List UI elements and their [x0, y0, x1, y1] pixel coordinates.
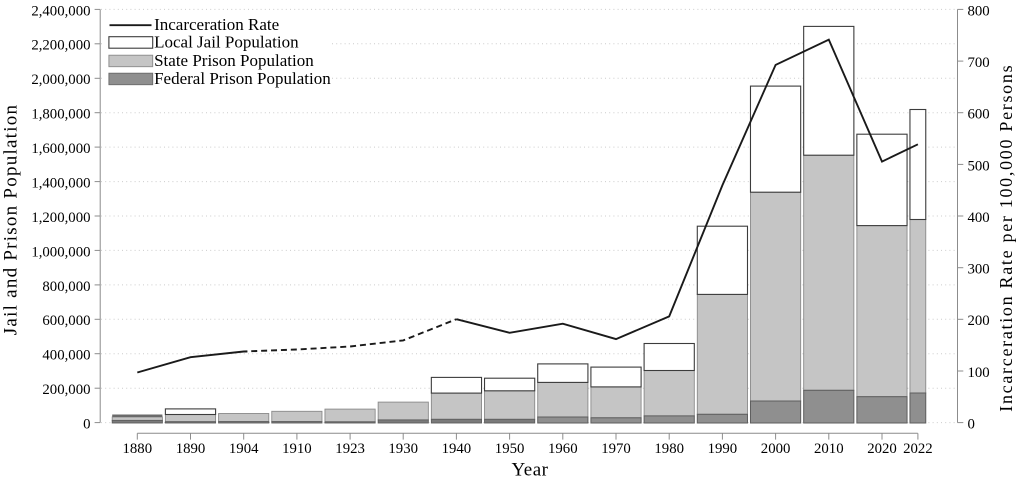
svg-text:1,400,000: 1,400,000 — [31, 176, 90, 192]
svg-text:1910: 1910 — [282, 441, 312, 457]
svg-text:2000: 2000 — [761, 441, 791, 457]
svg-text:1990: 1990 — [708, 441, 738, 457]
svg-text:1970: 1970 — [601, 441, 631, 457]
svg-text:0: 0 — [968, 417, 975, 433]
svg-text:1960: 1960 — [548, 441, 578, 457]
svg-text:1,000,000: 1,000,000 — [31, 244, 90, 260]
svg-text:0: 0 — [83, 417, 90, 433]
svg-text:2020: 2020 — [867, 441, 897, 457]
svg-text:1940: 1940 — [442, 441, 472, 457]
svg-text:1,600,000: 1,600,000 — [31, 141, 90, 157]
svg-text:Incarceration Rate per 100,000: Incarceration Rate per 100,000 Persons — [996, 64, 1016, 412]
svg-text:2,000,000: 2,000,000 — [31, 72, 90, 88]
svg-text:2010: 2010 — [814, 441, 844, 457]
svg-text:200: 200 — [968, 313, 990, 329]
svg-text:2022: 2022 — [903, 441, 933, 457]
svg-text:1,800,000: 1,800,000 — [31, 107, 90, 123]
svg-text:300: 300 — [968, 262, 990, 278]
svg-text:600: 600 — [968, 107, 990, 123]
svg-text:700: 700 — [968, 55, 990, 71]
svg-text:800,000: 800,000 — [42, 279, 90, 295]
svg-text:1950: 1950 — [495, 441, 525, 457]
svg-text:1880: 1880 — [123, 441, 153, 457]
svg-text:2,400,000: 2,400,000 — [31, 3, 90, 19]
svg-text:Year: Year — [511, 459, 548, 480]
svg-text:400,000: 400,000 — [42, 348, 90, 364]
svg-text:100: 100 — [968, 365, 990, 381]
svg-text:200,000: 200,000 — [42, 382, 90, 398]
svg-text:400: 400 — [968, 210, 990, 226]
svg-text:1890: 1890 — [176, 441, 206, 457]
svg-text:600,000: 600,000 — [42, 313, 90, 329]
svg-text:Incarceration Rate: Incarceration Rate — [154, 15, 279, 34]
svg-text:1,200,000: 1,200,000 — [31, 210, 90, 226]
svg-text:800: 800 — [968, 3, 990, 19]
svg-text:State Prison Population: State Prison Population — [154, 51, 314, 70]
svg-text:1923: 1923 — [335, 441, 365, 457]
svg-text:Jail and Prison Population: Jail and Prison Population — [1, 104, 22, 335]
svg-text:Local Jail Population: Local Jail Population — [154, 33, 299, 52]
svg-text:2,200,000: 2,200,000 — [31, 38, 90, 54]
svg-text:Federal Prison Population: Federal Prison Population — [154, 69, 331, 88]
svg-text:1980: 1980 — [654, 441, 684, 457]
svg-text:1904: 1904 — [229, 441, 259, 457]
svg-text:500: 500 — [968, 158, 990, 174]
svg-text:1930: 1930 — [388, 441, 418, 457]
